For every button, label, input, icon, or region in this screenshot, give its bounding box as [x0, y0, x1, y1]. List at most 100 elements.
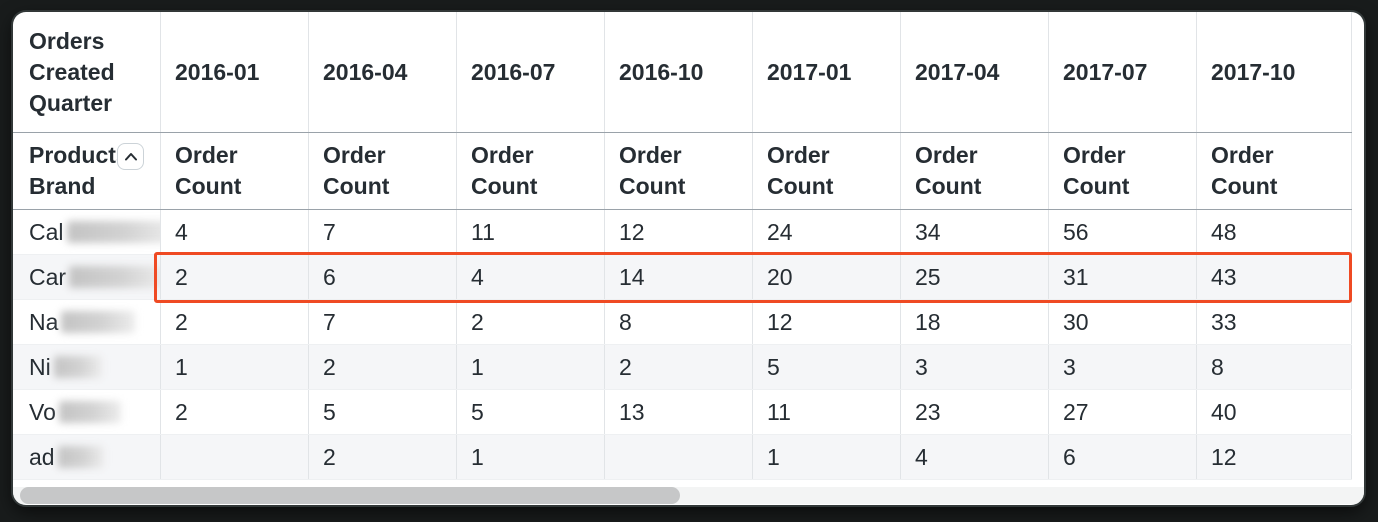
- value-cell[interactable]: 14: [604, 255, 752, 299]
- table-row-na: Na 2 7 2 8 12 18 30 33: [13, 300, 1352, 345]
- value-cell[interactable]: 4: [456, 255, 604, 299]
- redacted-text-blur: [69, 266, 160, 288]
- value-cell[interactable]: 8: [604, 300, 752, 344]
- value-cell[interactable]: 1: [456, 435, 604, 479]
- measure-header-2017-04[interactable]: Order Count: [900, 133, 1048, 209]
- brand-cell[interactable]: Vo: [13, 390, 160, 434]
- redacted-text-blur: [58, 401, 121, 423]
- brand-cell[interactable]: Cal: [13, 210, 160, 254]
- redacted-text-blur: [61, 311, 136, 333]
- redacted-text-blur: [66, 221, 160, 243]
- value-cell[interactable]: [604, 435, 752, 479]
- value-cell[interactable]: 7: [308, 210, 456, 254]
- value-cell[interactable]: 2: [604, 345, 752, 389]
- value-cell[interactable]: 43: [1196, 255, 1352, 299]
- brand-cell[interactable]: ad: [13, 435, 160, 479]
- value-cell[interactable]: 4: [160, 210, 308, 254]
- value-cell[interactable]: 5: [752, 345, 900, 389]
- value-cell[interactable]: 12: [752, 300, 900, 344]
- quarter-header-2017-07[interactable]: 2017-07: [1048, 12, 1196, 132]
- collapse-header-button[interactable]: [117, 143, 144, 170]
- value-cell[interactable]: 33: [1196, 300, 1352, 344]
- value-cell[interactable]: 6: [1048, 435, 1196, 479]
- value-cell[interactable]: 23: [900, 390, 1048, 434]
- value-cell[interactable]: 56: [1048, 210, 1196, 254]
- value-cell[interactable]: 40: [1196, 390, 1352, 434]
- measure-header-2016-04[interactable]: Order Count: [308, 133, 456, 209]
- value-cell[interactable]: 24: [752, 210, 900, 254]
- value-cell[interactable]: [160, 435, 308, 479]
- value-cell[interactable]: 12: [1196, 435, 1352, 479]
- horizontal-scrollbar-thumb[interactable]: [20, 487, 680, 504]
- measure-header-2016-01[interactable]: Order Count: [160, 133, 308, 209]
- quarter-header-2016-04[interactable]: 2016-04: [308, 12, 456, 132]
- value-cell[interactable]: 18: [900, 300, 1048, 344]
- brand-prefix: Na: [29, 308, 59, 335]
- brand-prefix: Ni: [29, 353, 51, 380]
- brand-cell[interactable]: Ni: [13, 345, 160, 389]
- measure-header-2017-01[interactable]: Order Count: [752, 133, 900, 209]
- brand-prefix: Cal: [29, 218, 64, 245]
- chevron-up-icon: [124, 153, 137, 161]
- quarter-header-2016-10[interactable]: 2016-10: [604, 12, 752, 132]
- table-panel: Orders Created Quarter 2016-01 2016-04 2…: [13, 12, 1364, 505]
- value-cell[interactable]: 31: [1048, 255, 1196, 299]
- redacted-text-blur: [53, 356, 102, 378]
- table-row-ad: ad 2 1 1 4 6 12: [13, 435, 1352, 480]
- value-cell[interactable]: 2: [308, 435, 456, 479]
- value-cell[interactable]: 3: [1048, 345, 1196, 389]
- corner-header-cell: Orders Created Quarter: [13, 12, 160, 132]
- value-cell[interactable]: 2: [160, 390, 308, 434]
- redacted-text-blur: [57, 446, 104, 468]
- measure-header-2016-07[interactable]: Order Count: [456, 133, 604, 209]
- quarter-header-2016-07[interactable]: 2016-07: [456, 12, 604, 132]
- value-cell[interactable]: 11: [752, 390, 900, 434]
- value-cell[interactable]: 30: [1048, 300, 1196, 344]
- quarter-header-2017-04[interactable]: 2017-04: [900, 12, 1048, 132]
- brand-prefix: Car: [29, 263, 67, 290]
- table-row-ni: Ni 1 2 1 2 5 3 3 8: [13, 345, 1352, 390]
- table-row-car-highlighted: Car 2 6 4 14 20 25 31 43: [13, 255, 1352, 300]
- value-cell[interactable]: 48: [1196, 210, 1352, 254]
- value-cell[interactable]: 2: [160, 300, 308, 344]
- value-cell[interactable]: 5: [308, 390, 456, 434]
- measure-header-2017-07[interactable]: Order Count: [1048, 133, 1196, 209]
- value-cell[interactable]: 11: [456, 210, 604, 254]
- horizontal-scrollbar[interactable]: [13, 487, 1364, 504]
- quarter-header-row: Orders Created Quarter 2016-01 2016-04 2…: [13, 12, 1352, 133]
- quarter-header-2017-01[interactable]: 2017-01: [752, 12, 900, 132]
- value-cell[interactable]: 7: [308, 300, 456, 344]
- value-cell[interactable]: 2: [456, 300, 604, 344]
- row-dimension-header-cell[interactable]: Products Brand: [13, 133, 160, 209]
- quarter-header-2016-01[interactable]: 2016-01: [160, 12, 308, 132]
- pivot-table: Orders Created Quarter 2016-01 2016-04 2…: [13, 12, 1352, 480]
- value-cell[interactable]: 2: [308, 345, 456, 389]
- value-cell[interactable]: 13: [604, 390, 752, 434]
- value-cell[interactable]: 1: [160, 345, 308, 389]
- measure-header-2017-10[interactable]: Order Count: [1196, 133, 1352, 209]
- value-cell[interactable]: 2: [160, 255, 308, 299]
- brand-cell[interactable]: Na: [13, 300, 160, 344]
- table-row-vo: Vo 2 5 5 13 11 23 27 40: [13, 390, 1352, 435]
- value-cell[interactable]: 8: [1196, 345, 1352, 389]
- brand-prefix: Vo: [29, 398, 56, 425]
- value-cell[interactable]: 1: [456, 345, 604, 389]
- value-cell[interactable]: 12: [604, 210, 752, 254]
- value-cell[interactable]: 27: [1048, 390, 1196, 434]
- quarter-header-2017-10[interactable]: 2017-10: [1196, 12, 1352, 132]
- value-cell[interactable]: 34: [900, 210, 1048, 254]
- value-cell[interactable]: 5: [456, 390, 604, 434]
- row-dimension-label: Products Brand: [29, 142, 129, 199]
- table-row-cal: Cal 4 7 11 12 24 34 56 48: [13, 210, 1352, 255]
- value-cell[interactable]: 20: [752, 255, 900, 299]
- value-cell[interactable]: 3: [900, 345, 1048, 389]
- value-cell[interactable]: 4: [900, 435, 1048, 479]
- brand-cell[interactable]: Car: [13, 255, 160, 299]
- measure-header-row: Products Brand Order Count Order Count O…: [13, 133, 1352, 210]
- corner-header-label: Orders Created Quarter: [29, 27, 115, 116]
- value-cell[interactable]: 6: [308, 255, 456, 299]
- value-cell[interactable]: 25: [900, 255, 1048, 299]
- measure-header-2016-10[interactable]: Order Count: [604, 133, 752, 209]
- brand-prefix: ad: [29, 443, 55, 470]
- value-cell[interactable]: 1: [752, 435, 900, 479]
